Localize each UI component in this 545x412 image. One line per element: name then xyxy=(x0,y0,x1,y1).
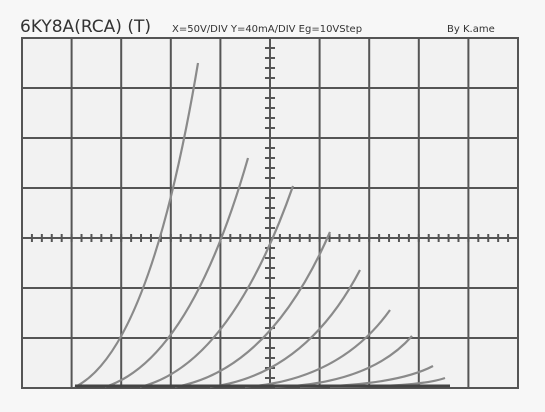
settings: X=50V/DIV Y=40mA/DIV Eg=10VStep xyxy=(172,24,362,35)
curve xyxy=(74,62,200,388)
curve xyxy=(209,269,361,389)
curves xyxy=(74,62,450,389)
title: 6KY8A(RCA) (T) xyxy=(20,17,151,37)
curve xyxy=(104,157,250,389)
curve xyxy=(244,309,391,389)
author: By K.ame xyxy=(447,24,495,35)
curve xyxy=(174,231,332,389)
curve xyxy=(139,185,295,389)
